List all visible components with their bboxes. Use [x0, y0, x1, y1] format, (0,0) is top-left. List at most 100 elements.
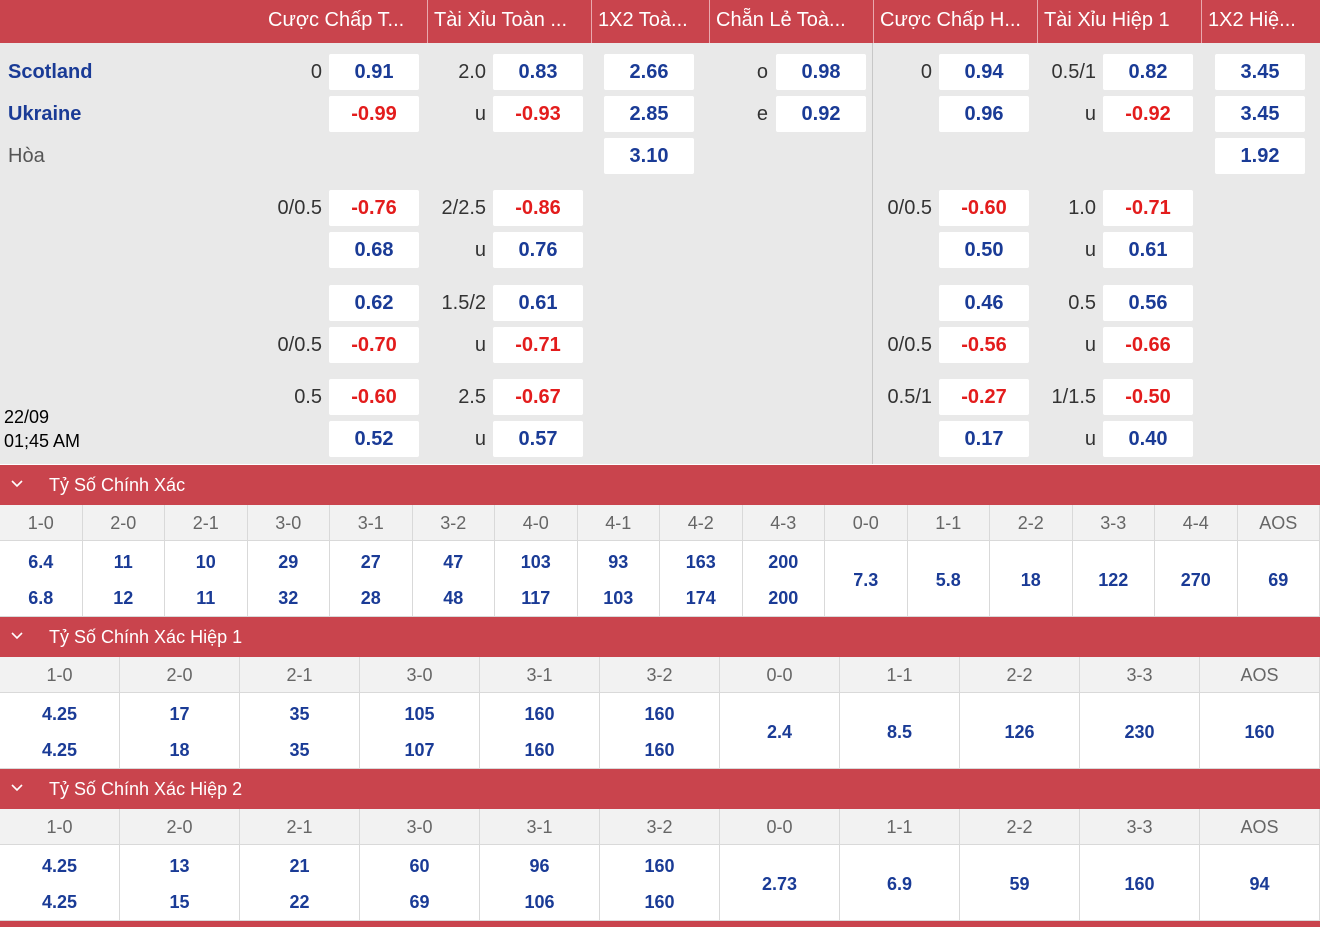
- odds-cell[interactable]: 0.98: [776, 54, 866, 90]
- section-header-correct-score-h2[interactable]: Tỷ Số Chính Xác Hiệp 2: [0, 769, 1320, 809]
- chevron-down-icon[interactable]: [11, 617, 27, 657]
- odds-cell[interactable]: 6.8: [28, 588, 54, 608]
- odds-cell[interactable]: 1.92: [1215, 138, 1305, 174]
- odds-cell[interactable]: 160: [1124, 874, 1155, 894]
- odds-cell[interactable]: 2.85: [604, 96, 694, 132]
- odds-cell[interactable]: 69: [1268, 570, 1289, 590]
- odds-cell[interactable]: 105: [404, 704, 435, 724]
- odds-cell[interactable]: 0.68: [329, 232, 419, 268]
- odds-cell[interactable]: 3.45: [1215, 96, 1305, 132]
- col-header-ou-full[interactable]: Tài Xỉu Toàn ...: [434, 9, 568, 31]
- col-header-1x2-full[interactable]: 1X2 Toà...: [598, 9, 688, 31]
- odds-cell[interactable]: 117: [521, 588, 551, 608]
- odds-cell[interactable]: 13: [169, 856, 190, 876]
- odds-cell[interactable]: 160: [524, 740, 555, 760]
- odds-cell[interactable]: 32: [278, 588, 299, 608]
- odds-cell[interactable]: -0.71: [493, 327, 583, 363]
- odds-cell[interactable]: 17: [169, 704, 190, 724]
- odds-cell[interactable]: 160: [644, 704, 675, 724]
- odds-cell[interactable]: 200: [768, 552, 799, 572]
- odds-cell[interactable]: 3.10: [604, 138, 694, 174]
- odds-cell[interactable]: 29: [278, 552, 299, 572]
- odds-cell[interactable]: 69: [409, 892, 430, 912]
- odds-cell[interactable]: 0.91: [329, 54, 419, 90]
- odds-cell[interactable]: 174: [685, 588, 716, 608]
- odds-cell[interactable]: 96: [529, 856, 550, 876]
- odds-cell[interactable]: 93: [608, 552, 629, 572]
- odds-cell[interactable]: 160: [644, 740, 675, 760]
- odds-cell[interactable]: 35: [289, 740, 310, 760]
- odds-cell[interactable]: -0.70: [329, 327, 419, 363]
- odds-cell[interactable]: 0.83: [493, 54, 583, 90]
- odds-cell[interactable]: 0.62: [329, 285, 419, 321]
- odds-cell[interactable]: 2.4: [766, 722, 793, 742]
- odds-cell[interactable]: -0.50: [1103, 379, 1193, 415]
- odds-cell[interactable]: 28: [360, 588, 381, 608]
- odds-cell[interactable]: 6.9: [886, 874, 913, 894]
- odds-cell[interactable]: 4.25: [41, 856, 78, 876]
- odds-cell[interactable]: -0.76: [329, 190, 419, 226]
- odds-cell[interactable]: 0.40: [1103, 421, 1193, 457]
- odds-cell[interactable]: -0.86: [493, 190, 583, 226]
- odds-cell[interactable]: 35: [289, 704, 310, 724]
- odds-cell[interactable]: 10: [195, 552, 216, 572]
- chevron-down-icon[interactable]: [11, 465, 27, 505]
- odds-cell[interactable]: 163: [685, 552, 716, 572]
- odds-cell[interactable]: 0.92: [776, 96, 866, 132]
- odds-cell[interactable]: 2.66: [604, 54, 694, 90]
- odds-cell[interactable]: 8.5: [886, 722, 913, 742]
- odds-cell[interactable]: 11: [113, 552, 133, 572]
- odds-cell[interactable]: 22: [289, 892, 310, 912]
- odds-cell[interactable]: 0.61: [1103, 232, 1193, 268]
- odds-cell[interactable]: 0.82: [1103, 54, 1193, 90]
- odds-cell[interactable]: 27: [360, 552, 381, 572]
- odds-cell[interactable]: 107: [404, 740, 435, 760]
- odds-cell[interactable]: 0.52: [329, 421, 419, 457]
- odds-cell[interactable]: 160: [524, 704, 555, 724]
- odds-cell[interactable]: 103: [603, 588, 634, 608]
- odds-cell[interactable]: -0.56: [939, 327, 1029, 363]
- odds-cell[interactable]: 0.76: [493, 232, 583, 268]
- odds-cell[interactable]: -0.60: [939, 190, 1029, 226]
- odds-cell[interactable]: 6.4: [28, 552, 54, 572]
- odds-cell[interactable]: 60: [409, 856, 430, 876]
- odds-cell[interactable]: 230: [1124, 722, 1155, 742]
- odds-cell[interactable]: 126: [1004, 722, 1035, 742]
- odds-cell[interactable]: 7.3: [853, 570, 879, 590]
- odds-cell[interactable]: -0.92: [1103, 96, 1193, 132]
- odds-cell[interactable]: 200: [768, 588, 799, 608]
- odds-cell[interactable]: 11: [196, 588, 216, 608]
- odds-cell[interactable]: 106: [524, 892, 555, 912]
- odds-cell[interactable]: 12: [113, 588, 134, 608]
- col-header-oe-full[interactable]: Chẵn Lẻ Toà...: [716, 9, 846, 31]
- odds-cell[interactable]: 270: [1180, 570, 1211, 590]
- odds-cell[interactable]: 18: [169, 740, 190, 760]
- col-header-hdp-full[interactable]: Cược Chấp T...: [268, 9, 405, 31]
- odds-cell[interactable]: -0.67: [493, 379, 583, 415]
- odds-cell[interactable]: 160: [644, 856, 675, 876]
- odds-cell[interactable]: 0.56: [1103, 285, 1193, 321]
- odds-cell[interactable]: 0.46: [939, 285, 1029, 321]
- odds-cell[interactable]: 15: [169, 892, 190, 912]
- odds-cell[interactable]: 122: [1098, 570, 1129, 590]
- odds-cell[interactable]: 0.96: [939, 96, 1029, 132]
- odds-cell[interactable]: 59: [1009, 874, 1030, 894]
- odds-cell[interactable]: -0.60: [329, 379, 419, 415]
- odds-cell[interactable]: 0.57: [493, 421, 583, 457]
- odds-cell[interactable]: -0.99: [329, 96, 419, 132]
- col-header-1x2-h1[interactable]: 1X2 Hiệ...: [1208, 9, 1296, 31]
- odds-cell[interactable]: 160: [1244, 722, 1275, 742]
- odds-cell[interactable]: -0.71: [1103, 190, 1193, 226]
- odds-cell[interactable]: 4.25: [41, 740, 78, 760]
- odds-cell[interactable]: 18: [1020, 570, 1041, 590]
- odds-cell[interactable]: 21: [289, 856, 310, 876]
- odds-cell[interactable]: 0.17: [939, 421, 1029, 457]
- chevron-down-icon[interactable]: [11, 769, 27, 809]
- col-header-hdp-h1[interactable]: Cược Chấp H...: [880, 9, 1021, 31]
- section-header-correct-score-h1[interactable]: Tỷ Số Chính Xác Hiệp 1: [0, 617, 1320, 657]
- odds-cell[interactable]: 0.94: [939, 54, 1029, 90]
- odds-cell[interactable]: -0.66: [1103, 327, 1193, 363]
- odds-cell[interactable]: 47: [443, 552, 464, 572]
- section-header-correct-score[interactable]: Tỷ Số Chính Xác: [0, 465, 1320, 505]
- odds-cell[interactable]: 0.61: [493, 285, 583, 321]
